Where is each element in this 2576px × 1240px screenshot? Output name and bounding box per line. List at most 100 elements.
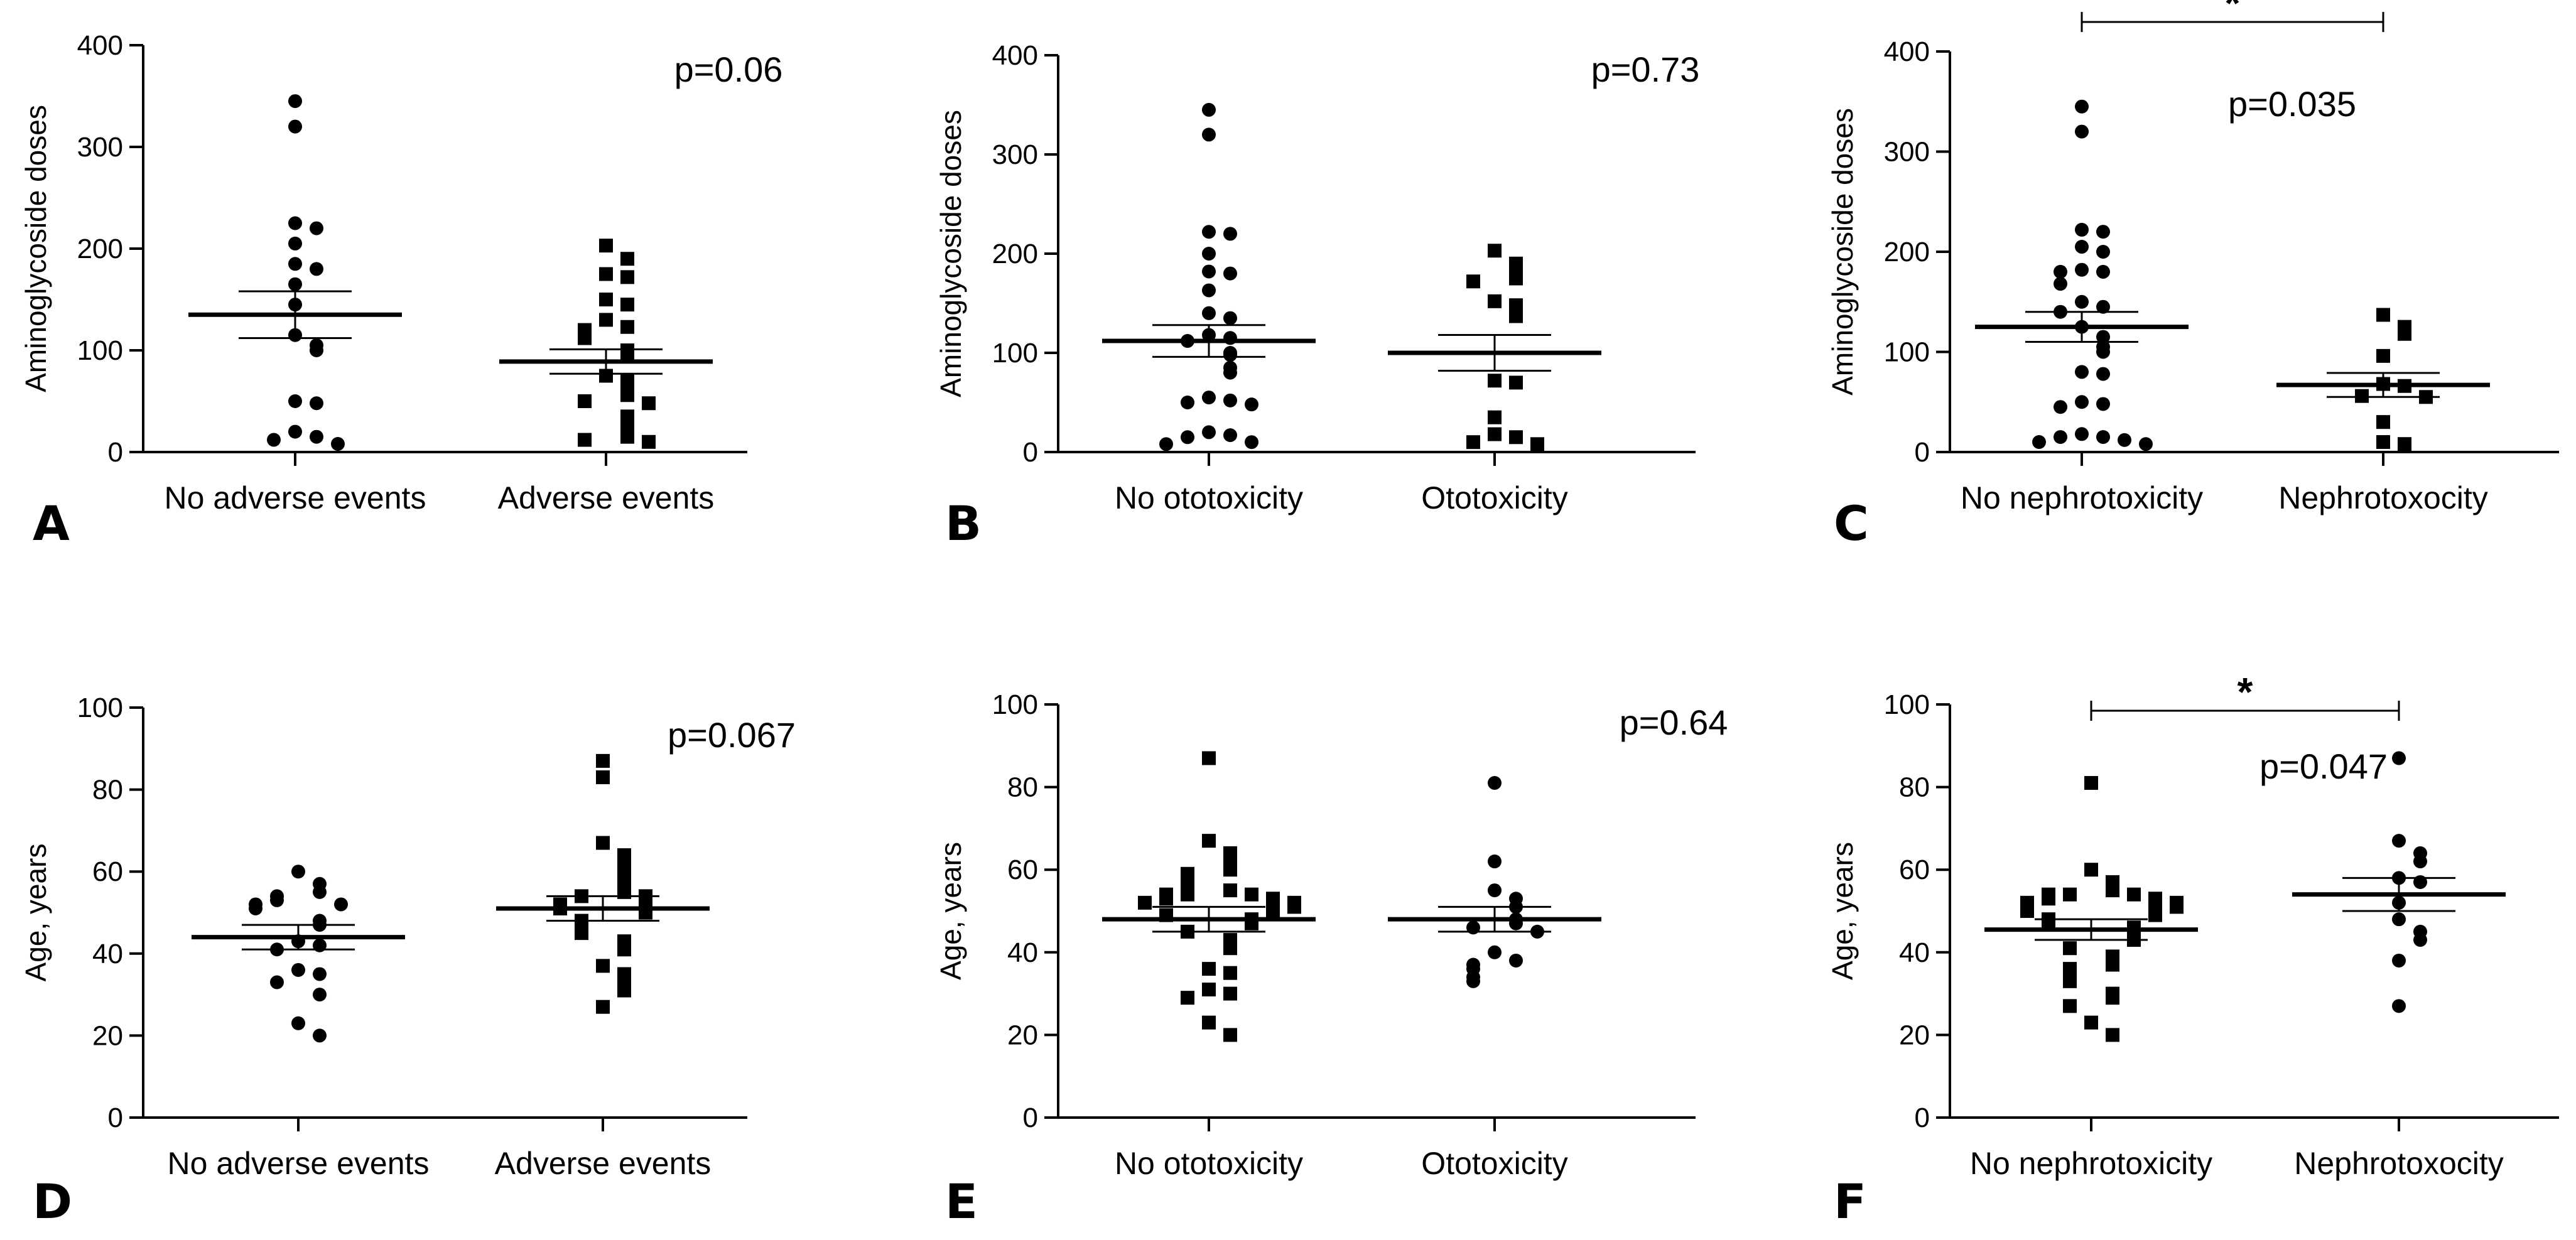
data-point — [1245, 435, 1258, 450]
panel-letter: C — [1834, 495, 1869, 551]
data-point — [1223, 941, 1237, 956]
data-point — [1509, 298, 1523, 313]
panel-letter: A — [33, 495, 70, 551]
data-point — [2398, 326, 2411, 341]
data-point — [1223, 428, 1237, 443]
y-tick-label: 400 — [1884, 36, 1930, 67]
panel-d: 0 20 40 60 80 100 Age, years No adverse events A… — [19, 693, 796, 1229]
data-point — [1202, 962, 1216, 976]
data-point — [288, 257, 302, 271]
data-point — [2096, 430, 2110, 445]
data-point — [270, 893, 284, 907]
data-point — [620, 414, 634, 429]
data-point — [578, 331, 592, 345]
data-point — [1181, 430, 1194, 445]
y-tick-label: 0 — [108, 437, 123, 468]
data-point — [2096, 264, 2110, 279]
panel-b: 0 100 200 300 400 Aminoglycoside doses No otot… — [934, 40, 1699, 551]
data-point — [1181, 396, 1194, 409]
data-point — [620, 388, 634, 402]
data-point — [288, 119, 302, 134]
data-point — [2355, 389, 2369, 403]
data-point — [1266, 892, 1280, 906]
group-1 — [2276, 308, 2490, 451]
y-tick-label: 100 — [1884, 337, 1930, 368]
y-axis-label: Age, years — [934, 842, 967, 980]
data-point — [1509, 375, 1523, 390]
data-point — [291, 865, 305, 879]
y-axis-label: Age, years — [19, 844, 52, 982]
data-point — [1181, 875, 1194, 889]
group-0 — [1102, 751, 1316, 1042]
data-point — [2096, 397, 2110, 411]
x-category-label: No ototoxicity — [1115, 1146, 1303, 1181]
data-point — [596, 1000, 610, 1014]
data-point — [2392, 751, 2406, 765]
panel-c: 0 100 200 300 400 Aminoglycoside doses No neph… — [1826, 0, 2559, 551]
data-point — [617, 856, 631, 871]
data-point — [1138, 895, 1152, 910]
y-tick-label: 400 — [992, 40, 1038, 71]
data-point — [288, 94, 302, 109]
data-point — [313, 885, 327, 899]
y-axis-label: Aminoglycoside doses — [19, 105, 52, 392]
data-point — [1509, 271, 1523, 286]
data-point — [1530, 437, 1544, 451]
data-point — [1509, 953, 1523, 968]
data-point — [2148, 908, 2162, 922]
y-tick-label: 0 — [1915, 437, 1930, 468]
data-point — [2075, 262, 2089, 277]
y-tick-label: 20 — [1899, 1020, 1930, 1050]
data-point — [310, 221, 323, 235]
y-tick-label: 20 — [92, 1020, 123, 1051]
data-point — [2054, 264, 2067, 279]
data-point — [617, 942, 631, 957]
data-point — [599, 239, 613, 253]
y-tick-label: 60 — [1899, 855, 1930, 885]
data-point — [2139, 437, 2153, 451]
data-point — [2376, 435, 2390, 450]
data-point — [1202, 264, 1216, 279]
data-point — [2096, 330, 2110, 344]
data-point — [2392, 834, 2406, 848]
data-point — [2096, 225, 2110, 239]
y-tick-label: 100 — [77, 693, 123, 723]
y-tick-label: 60 — [92, 856, 123, 887]
data-point — [1223, 863, 1237, 877]
data-point — [1488, 883, 1502, 898]
data-point — [2392, 999, 2406, 1013]
p-value-label: p=0.06 — [674, 50, 783, 89]
x-category-label: Adverse events — [498, 480, 715, 515]
data-point — [620, 429, 634, 444]
data-point — [1202, 225, 1216, 239]
data-point — [1202, 1015, 1216, 1030]
y-tick-label: 200 — [77, 234, 123, 264]
data-point — [620, 270, 634, 284]
y-tick-label: 20 — [1007, 1020, 1038, 1050]
data-point — [2084, 863, 2098, 877]
data-point — [578, 394, 592, 408]
significance-star: * — [2238, 669, 2253, 714]
data-point — [1181, 887, 1194, 902]
data-point — [620, 252, 634, 266]
p-value-label: p=0.64 — [1620, 703, 1728, 742]
panel-letter: D — [33, 1173, 72, 1229]
data-point — [1509, 430, 1523, 445]
x-category-label: Ototoxicity — [1421, 480, 1567, 515]
data-point — [1202, 127, 1216, 142]
y-tick-label: 100 — [992, 689, 1038, 720]
panel-letter: F — [1834, 1173, 1866, 1229]
data-point — [2063, 999, 2077, 1013]
y-tick-label: 0 — [1915, 1103, 1930, 1133]
data-point — [1202, 834, 1216, 848]
data-point — [1466, 974, 1480, 988]
data-point — [1202, 425, 1216, 439]
data-point — [270, 975, 284, 989]
data-point — [2106, 883, 2119, 898]
data-point — [1488, 427, 1502, 441]
data-point — [2376, 348, 2390, 363]
group-1 — [499, 239, 713, 449]
data-point — [2096, 345, 2110, 359]
data-point — [2054, 430, 2067, 445]
y-axis-label: Age, years — [1826, 842, 1859, 980]
